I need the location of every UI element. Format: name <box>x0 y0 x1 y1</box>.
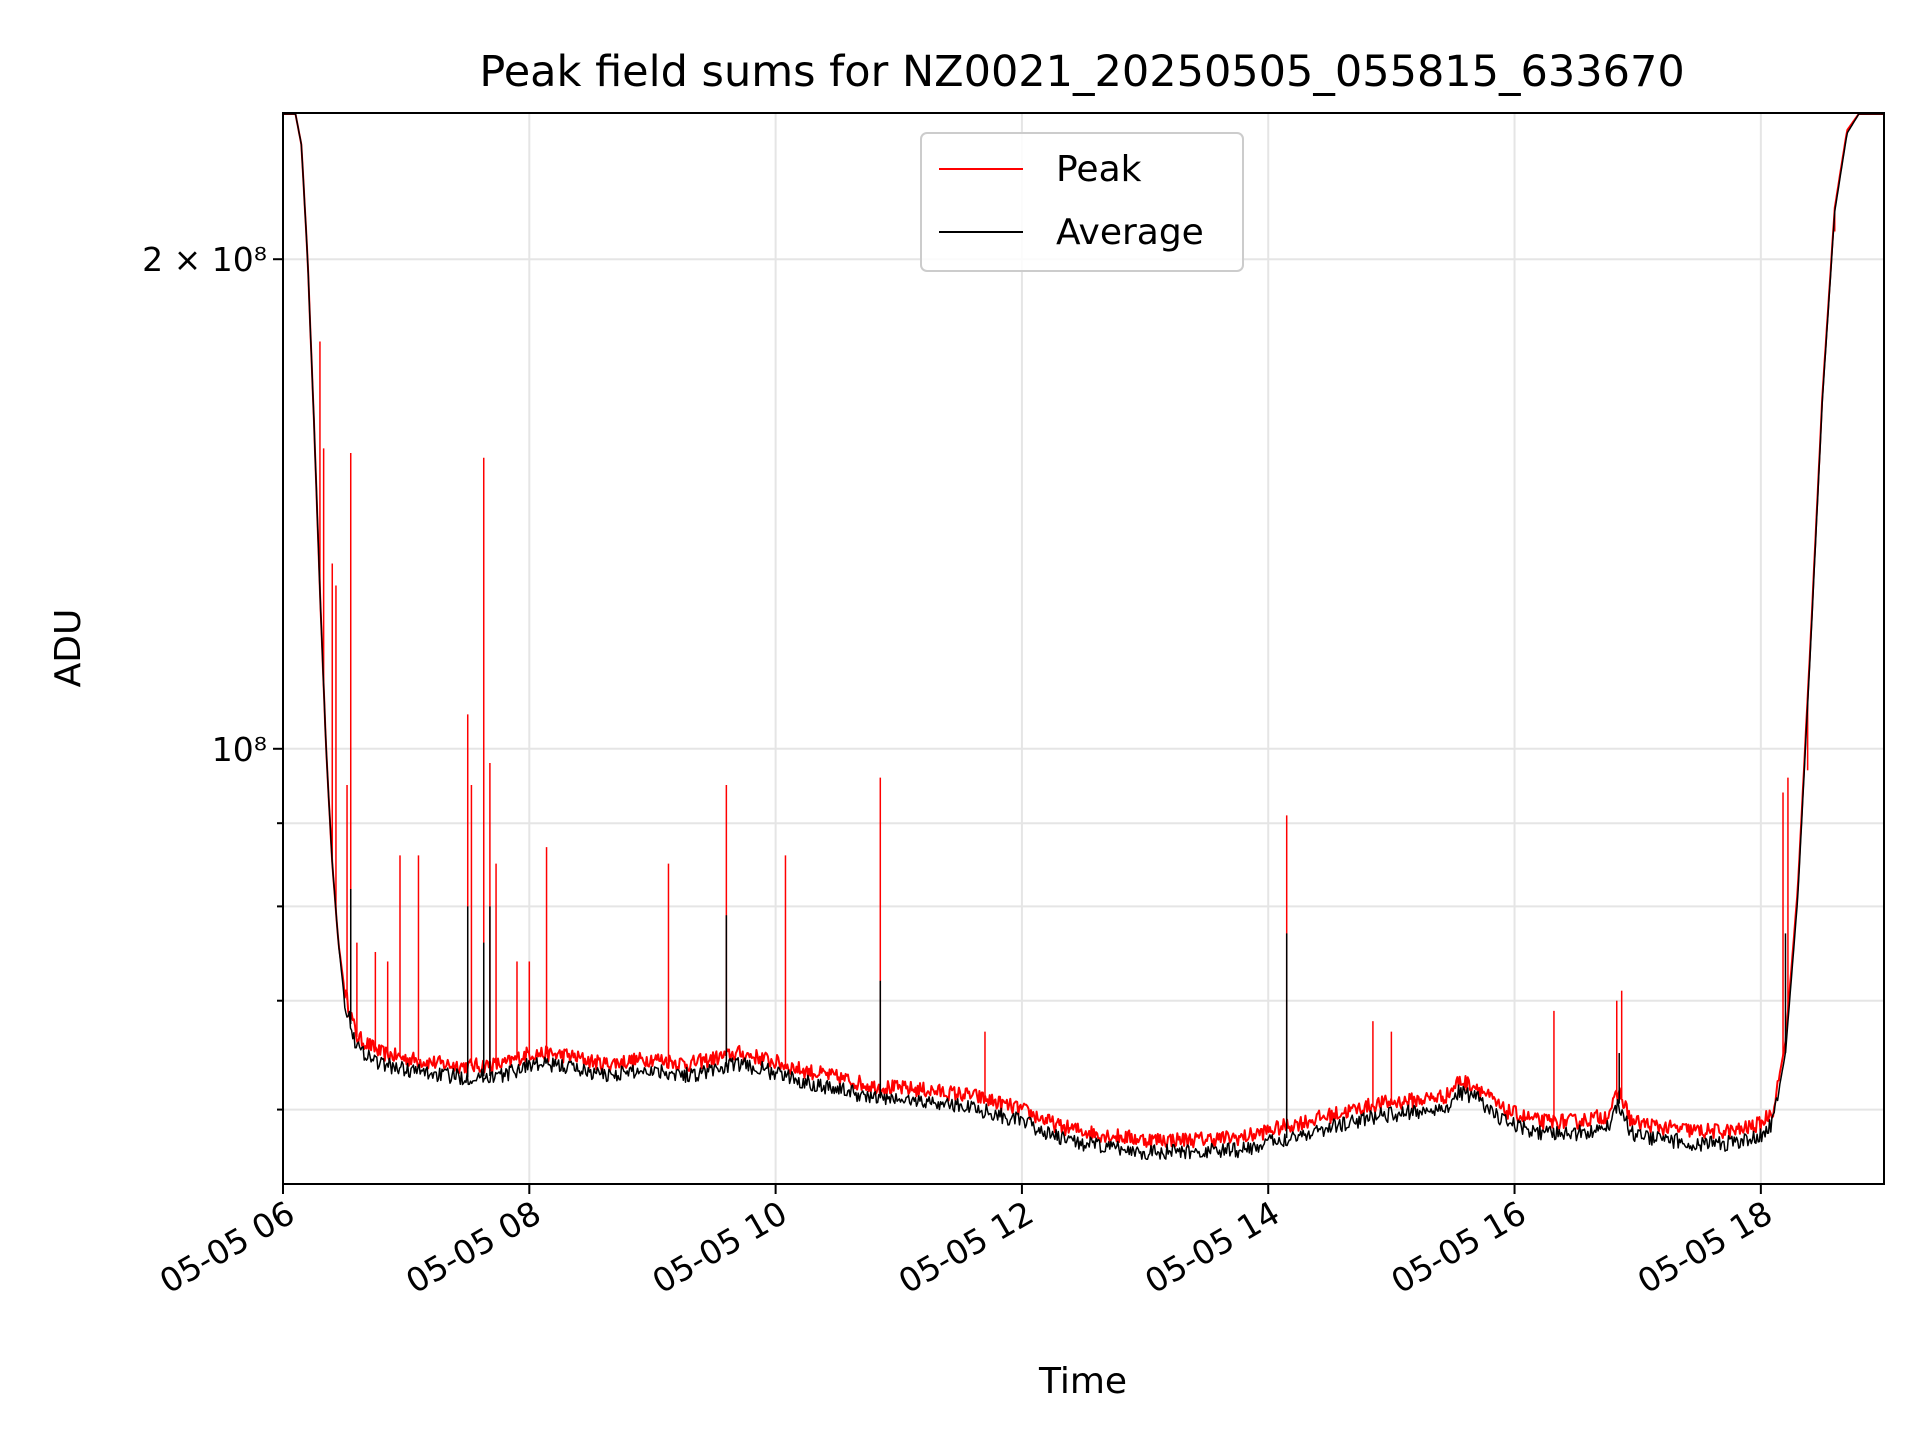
x-tick-label: 05-05 16 <box>1385 1193 1533 1301</box>
x-axis-ticks: 05-05 06 05-05 08 05-05 10 05-05 12 05-05 14… <box>153 1184 1779 1301</box>
legend-label-peak: Peak <box>1056 149 1142 190</box>
y-axis-label: ADU <box>48 609 89 688</box>
x-tick-label: 05-05 18 <box>1631 1193 1779 1301</box>
x-tick-label: 05-05 08 <box>399 1193 547 1301</box>
legend-label-average: Average <box>1056 212 1204 253</box>
legend-box <box>920 132 1244 272</box>
x-tick-label: 05-05 10 <box>646 1193 794 1301</box>
series-line-peak <box>283 113 1884 1149</box>
x-tick-label: 05-05 06 <box>153 1193 301 1301</box>
legend: Peak Average <box>920 132 1244 272</box>
axes-frame <box>282 112 1885 1185</box>
y-tick-label: 10⁸ <box>212 730 267 769</box>
y-axis-ticks: 2 × 10⁸ 10⁸ <box>142 240 283 1111</box>
series-line-average <box>283 113 1884 1161</box>
x-tick-label: 05-05 14 <box>1138 1193 1286 1301</box>
plot-area <box>283 113 1884 1161</box>
chart-title: Peak field sums for NZ0021_20250505_0558… <box>479 47 1684 97</box>
x-tick-label: 05-05 12 <box>892 1193 1040 1301</box>
y-tick-label: 2 × 10⁸ <box>142 240 267 279</box>
x-axis-label: Time <box>1038 1361 1127 1402</box>
grid-lines <box>282 113 1884 1184</box>
